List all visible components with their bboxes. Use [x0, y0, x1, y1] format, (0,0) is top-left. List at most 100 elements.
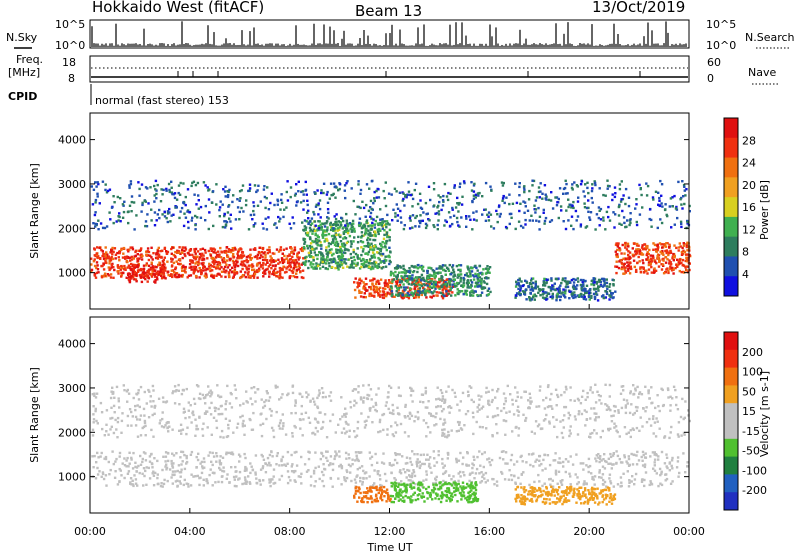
power-cell — [170, 257, 173, 260]
velocity-cell — [564, 470, 567, 474]
power-cell — [519, 224, 523, 228]
power-cell — [588, 216, 591, 219]
power-cell — [431, 274, 434, 278]
power-cell — [190, 260, 193, 264]
power-cell — [120, 264, 123, 268]
power-cell — [323, 225, 327, 228]
power-cell — [220, 250, 223, 253]
velocity-cell — [500, 470, 503, 474]
power-cell — [362, 265, 366, 269]
power-colorbar-swatch — [724, 197, 738, 218]
velocity-cell — [343, 478, 346, 481]
power-cell — [143, 199, 146, 202]
power-cell — [647, 261, 651, 264]
power-cell — [132, 264, 136, 267]
velocity-cell — [394, 453, 398, 457]
power-cell — [565, 182, 568, 186]
power-cell — [196, 181, 200, 185]
power-cell — [344, 237, 348, 240]
power-cell — [584, 183, 587, 186]
power-cell — [468, 270, 471, 273]
power-cell — [95, 271, 98, 275]
power-cell — [267, 216, 270, 219]
power-cell — [198, 267, 201, 270]
velocity-cell — [238, 477, 241, 480]
power-cell — [564, 227, 568, 231]
power-cell — [404, 195, 407, 198]
velocity-cell — [245, 469, 248, 472]
velocity-cell — [660, 450, 664, 454]
velocity-cell — [245, 480, 248, 483]
power-cell — [368, 294, 371, 298]
power-cell — [262, 227, 265, 230]
power-cell — [400, 275, 403, 278]
power-cell — [319, 223, 322, 226]
power-cell — [343, 189, 346, 192]
power-cell — [369, 224, 372, 227]
power-cell — [366, 236, 370, 239]
power-cell — [595, 213, 599, 216]
power-cell — [686, 241, 689, 244]
power-cell — [363, 245, 366, 248]
power-cell — [315, 203, 318, 206]
power-cell — [444, 264, 447, 267]
power-cell — [296, 254, 299, 257]
power-cell — [404, 271, 407, 275]
power-cell — [391, 280, 394, 283]
power-cell — [627, 265, 630, 268]
power-cell — [94, 276, 98, 279]
power-cell — [483, 208, 486, 211]
power-cell — [541, 192, 544, 195]
power-colorbar-swatch — [724, 118, 738, 139]
power-cell — [606, 287, 609, 291]
velocity-cell — [471, 466, 474, 470]
power-cell — [500, 181, 504, 184]
velocity-cell — [484, 481, 487, 484]
power-cell — [480, 279, 483, 282]
power-cell — [674, 207, 678, 210]
power-cell — [336, 248, 339, 252]
velocity-cell — [355, 454, 358, 457]
power-cell — [629, 265, 632, 268]
power-cell — [382, 266, 385, 269]
power-cell — [321, 260, 324, 264]
power-cell — [489, 290, 492, 294]
power-cell — [417, 290, 420, 293]
power-cell — [435, 294, 438, 297]
power-cell — [685, 269, 688, 272]
power-cell — [338, 265, 342, 268]
power-cell — [420, 277, 423, 281]
power-cell — [343, 184, 347, 187]
power-cell — [456, 202, 459, 205]
power-cell — [405, 286, 408, 289]
power-cell — [130, 210, 133, 213]
power-cell — [369, 199, 373, 203]
power-cell — [230, 249, 234, 252]
power-cell — [471, 294, 475, 297]
power-cell — [410, 291, 414, 295]
power-cell — [417, 296, 420, 299]
velocity-cell — [156, 476, 159, 480]
power-cell — [510, 216, 513, 219]
power-cell — [532, 296, 535, 299]
power-cell — [184, 267, 187, 270]
power-cell — [447, 269, 451, 272]
power-cell — [418, 225, 421, 228]
power-cell — [132, 201, 136, 204]
power-cell — [608, 283, 612, 286]
power-cell — [325, 233, 328, 237]
power-cell — [489, 185, 492, 188]
power-cell — [232, 261, 235, 264]
power-cell — [353, 230, 356, 233]
velocity-cell — [368, 475, 371, 478]
power-cell — [370, 180, 374, 183]
power-cell — [429, 282, 432, 285]
velocity-cell — [657, 458, 660, 461]
power-cell — [605, 292, 609, 296]
velocity-cell — [100, 451, 103, 455]
power-cell — [127, 272, 131, 275]
velocity-cell — [99, 455, 102, 458]
power-cell — [590, 283, 593, 286]
power-cell — [457, 210, 460, 213]
velocity-cell — [98, 470, 101, 473]
